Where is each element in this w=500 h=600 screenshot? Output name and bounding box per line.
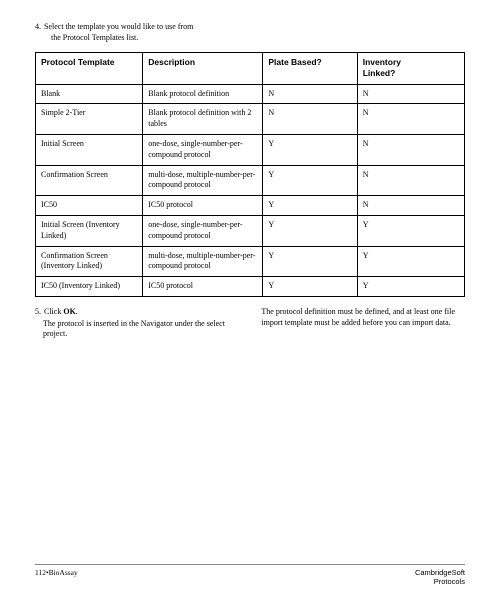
header-description: Description [143,52,263,84]
cell-description: one-dose, single-number-per-compound pro… [143,134,263,165]
cell-inventory: N [357,165,464,196]
cell-inventory: N [357,196,464,216]
cell-plate: N [263,104,357,135]
table-row: Simple 2-Tier Blank protocol definition … [36,104,465,135]
left-column: 5.Click OK. The protocol is inserted in … [35,307,241,340]
cell-template: IC50 [36,196,143,216]
table-row: Blank Blank protocol definition N N [36,84,465,104]
cell-description: one-dose, single-number-per-compound pro… [143,215,263,246]
cell-plate: Y [263,246,357,277]
cell-template: Confirmation Screen (Inventory Linked) [36,246,143,277]
table-row: Confirmation Screen (Inventory Linked) m… [36,246,465,277]
step-4-number: 4. [35,22,41,31]
cell-inventory: N [357,84,464,104]
step-4: 4.Select the template you would like to … [35,22,465,44]
step-4-line2: the Protocol Templates list. [43,33,465,44]
cell-template: Blank [36,84,143,104]
cell-plate: N [263,84,357,104]
cell-template: Initial Screen (Inventory Linked) [36,215,143,246]
cell-template: IC50 (Inventory Linked) [36,277,143,297]
cell-plate: Y [263,277,357,297]
page-footer: 112•BioAssay CambridgeSoft Protocols [35,564,465,586]
cell-template: Initial Screen [36,134,143,165]
cell-description: IC50 protocol [143,277,263,297]
table-row: Initial Screen one-dose, single-number-p… [36,134,465,165]
table-row: Initial Screen (Inventory Linked) one-do… [36,215,465,246]
step-5: 5.Click OK. [35,307,241,318]
header-inventory-linked: Inventory Linked? [357,52,464,84]
cell-description: Blank protocol definition [143,84,263,104]
step-5-prefix: Click [44,307,63,316]
step-4-line1: Select the template you would like to us… [44,22,193,31]
header-protocol-template: Protocol Template [36,52,143,84]
table-row: IC50 (Inventory Linked) IC50 protocol Y … [36,277,465,297]
cell-template: Confirmation Screen [36,165,143,196]
document-page: 4.Select the template you would like to … [0,0,500,600]
cell-description: multi-dose, multiple-number-per-compound… [143,165,263,196]
cell-plate: Y [263,196,357,216]
cell-inventory: Y [357,215,464,246]
footer-left: 112•BioAssay [35,568,78,586]
cell-inventory: Y [357,277,464,297]
cell-inventory: Y [357,246,464,277]
table-row: IC50 IC50 protocol Y N [36,196,465,216]
protocol-templates-table: Protocol Template Description Plate Base… [35,52,465,297]
right-note-text: The protocol definition must be defined,… [261,307,455,327]
cell-plate: Y [263,134,357,165]
step-5-body: The protocol is inserted in the Navigato… [35,319,241,341]
cell-inventory: N [357,134,464,165]
table-row: Confirmation Screen multi-dose, multiple… [36,165,465,196]
step-5-number: 5. [35,307,41,316]
step-5-suffix: . [76,307,78,316]
cell-description: multi-dose, multiple-number-per-compound… [143,246,263,277]
right-column: The protocol definition must be defined,… [261,307,465,340]
cell-plate: Y [263,215,357,246]
cell-description: IC50 protocol [143,196,263,216]
cell-template: Simple 2-Tier [36,104,143,135]
cell-plate: Y [263,165,357,196]
footer-right: CambridgeSoft Protocols [415,568,465,586]
cell-inventory: N [357,104,464,135]
step-5-bold: OK [63,307,75,316]
header-plate-based: Plate Based? [263,52,357,84]
below-table-columns: 5.Click OK. The protocol is inserted in … [35,307,465,340]
cell-description: Blank protocol definition with 2 tables [143,104,263,135]
table-header-row: Protocol Template Description Plate Base… [36,52,465,84]
table-body: Blank Blank protocol definition N N Simp… [36,84,465,296]
